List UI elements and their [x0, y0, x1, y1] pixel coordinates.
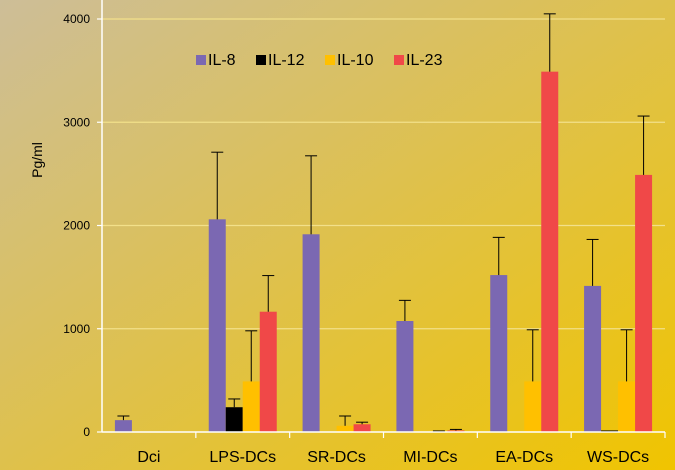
bar-il-8 [584, 285, 602, 432]
bar-il-10 [336, 425, 354, 432]
x-category-label: LPS-DCs [209, 449, 276, 466]
legend-entry: IL-10 [337, 52, 374, 69]
bar-il-8 [208, 219, 226, 432]
bar-il-8 [396, 321, 414, 432]
bar-il-10 [242, 381, 260, 432]
bar-il-23 [635, 174, 653, 432]
bars [114, 71, 653, 432]
legend-swatch [196, 55, 206, 65]
bar-il-12 [225, 407, 243, 432]
bar-il-10 [524, 381, 542, 432]
bar-il-8 [490, 275, 508, 432]
x-category-label: SR-DCs [307, 449, 366, 466]
legend: IL-8 IL-12 IL-10 IL-23 [196, 52, 443, 69]
x-category-label: MI-DCs [403, 449, 457, 466]
y-tick-labels: 0 1000 2000 3000 4000 [63, 12, 90, 439]
legend-entry: IL-12 [268, 52, 305, 69]
bar-il-10 [618, 381, 636, 432]
y-tick-label: 2000 [63, 219, 90, 233]
bar-il-8 [114, 420, 132, 432]
legend-swatch [325, 55, 335, 65]
x-category-label: WS-DCs [587, 449, 649, 466]
x-category-labels: Dci LPS-DCs SR-DCs MI-DCs EA-DCs WS-DCs [137, 449, 649, 466]
legend-entry: IL-8 [208, 52, 236, 69]
y-axis-label: Pg/ml [29, 142, 45, 178]
legend-swatch [394, 55, 404, 65]
y-tick-label: 0 [83, 425, 90, 439]
y-tick-label: 4000 [63, 12, 90, 26]
grid-lines [102, 18, 665, 330]
bar-il-23 [447, 430, 465, 432]
bar-il-23 [541, 71, 559, 432]
y-tick-label: 3000 [63, 115, 90, 129]
axes [97, 0, 666, 438]
legend-swatch [256, 55, 266, 65]
bar-il-23 [353, 424, 371, 432]
bar-il-23 [259, 311, 277, 432]
bar-il-8 [302, 234, 320, 432]
bar-il-12 [601, 430, 619, 432]
x-category-label: Dci [137, 449, 160, 466]
legend-entry: IL-23 [406, 52, 443, 69]
error-bars [117, 13, 650, 432]
x-category-label: EA-DCs [495, 449, 553, 466]
y-tick-label: 1000 [63, 322, 90, 336]
